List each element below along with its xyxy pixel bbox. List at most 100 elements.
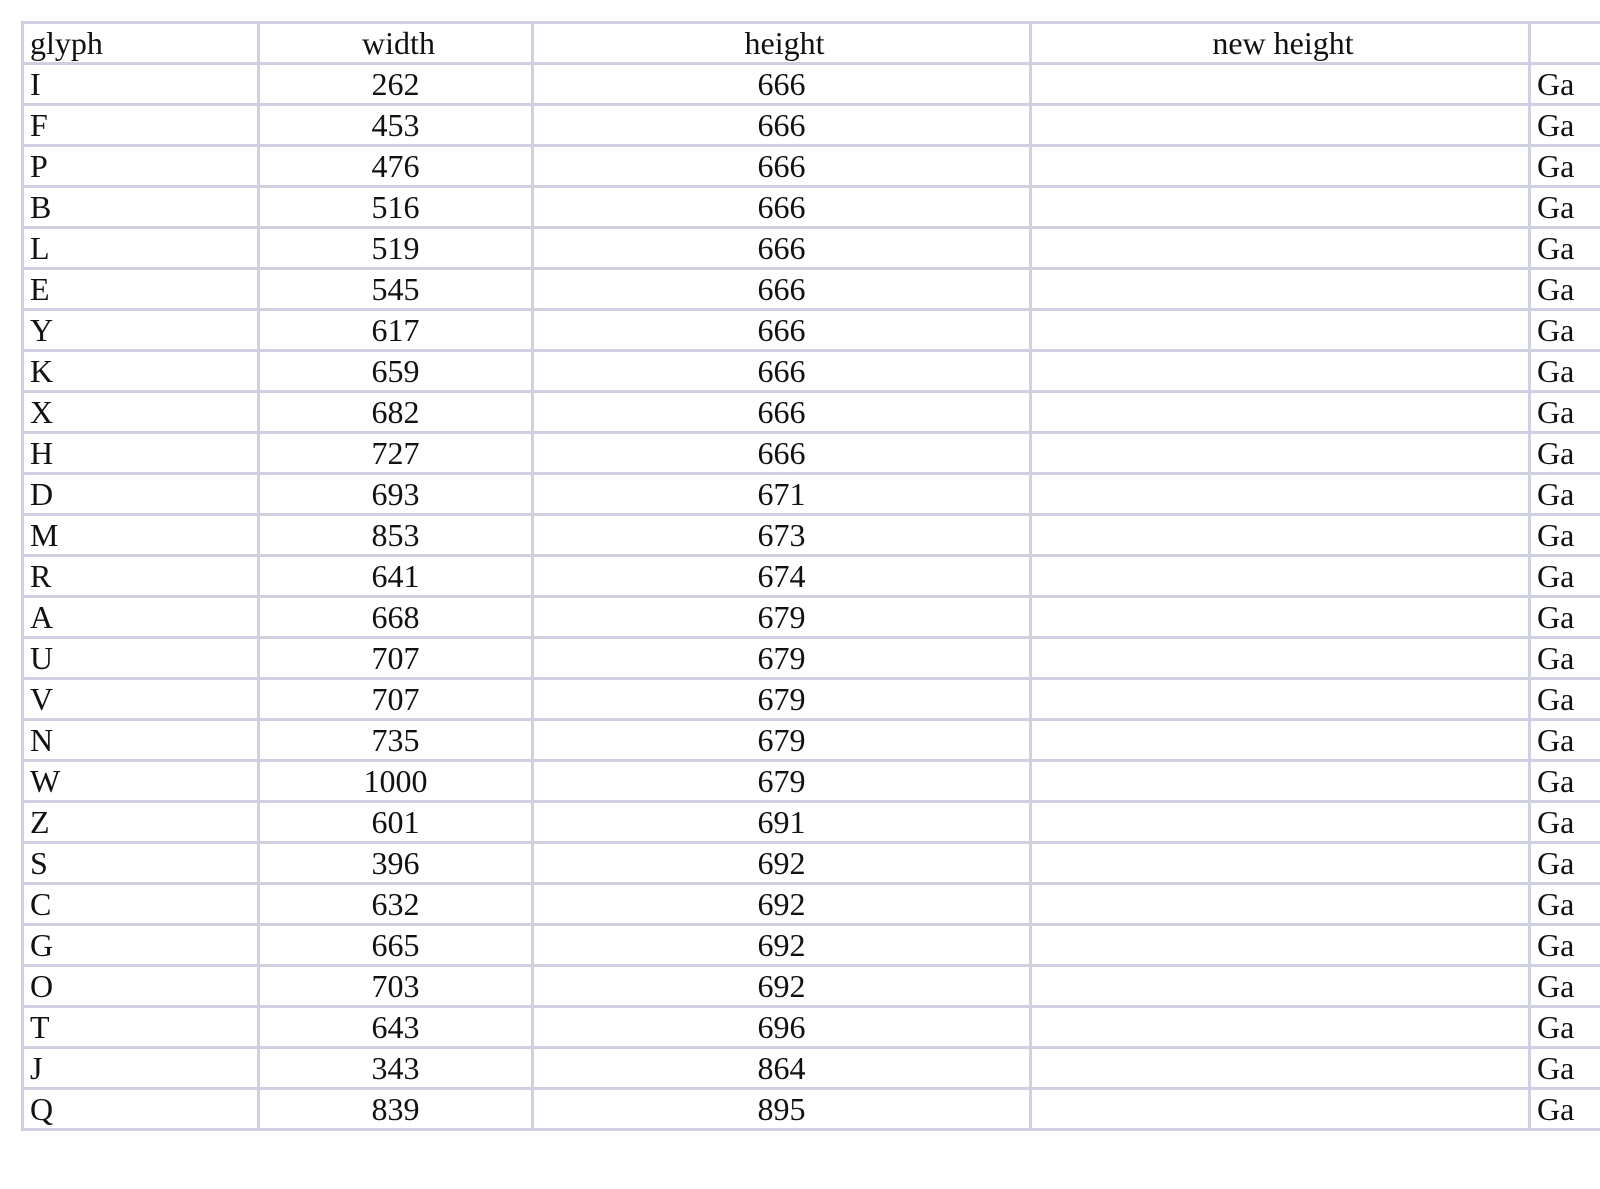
cell-width: 643 [260, 1008, 534, 1049]
cell-glyph: P [24, 147, 260, 188]
table-row: H 727 666 Ga [24, 434, 1600, 475]
cell-height: 679 [534, 639, 1032, 680]
table-header-row: glyph width height new height [24, 24, 1600, 65]
table-row: X 682 666 Ga [24, 393, 1600, 434]
cell-new-height [1032, 229, 1531, 270]
cell-glyph: N [24, 721, 260, 762]
cell-width: 476 [260, 147, 534, 188]
cell-glyph: T [24, 1008, 260, 1049]
cell-font: Ga [1531, 147, 1600, 188]
table-row: F 453 666 Ga [24, 106, 1600, 147]
glyph-metrics-table: glyph width height new height I 262 666 Ga F… [21, 21, 1600, 1131]
cell-height: 895 [534, 1090, 1032, 1131]
cell-width: 839 [260, 1090, 534, 1131]
cell-new-height [1032, 557, 1531, 598]
cell-height: 696 [534, 1008, 1032, 1049]
cell-font: Ga [1531, 475, 1600, 516]
cell-height: 679 [534, 598, 1032, 639]
table-row: M 853 673 Ga [24, 516, 1600, 557]
cell-font: Ga [1531, 803, 1600, 844]
table-row: J 343 864 Ga [24, 1049, 1600, 1090]
cell-font: Ga [1531, 762, 1600, 803]
cell-width: 396 [260, 844, 534, 885]
cell-height: 691 [534, 803, 1032, 844]
cell-width: 519 [260, 229, 534, 270]
cell-font: Ga [1531, 1090, 1600, 1131]
cell-glyph: D [24, 475, 260, 516]
cell-font: Ga [1531, 721, 1600, 762]
cell-glyph: J [24, 1049, 260, 1090]
cell-height: 673 [534, 516, 1032, 557]
cell-new-height [1032, 1049, 1531, 1090]
table-row: N 735 679 Ga [24, 721, 1600, 762]
table-row: P 476 666 Ga [24, 147, 1600, 188]
cell-glyph: G [24, 926, 260, 967]
cell-new-height [1032, 434, 1531, 475]
cell-height: 666 [534, 65, 1032, 106]
cell-new-height [1032, 65, 1531, 106]
cell-new-height [1032, 516, 1531, 557]
cell-font: Ga [1531, 1008, 1600, 1049]
cell-width: 727 [260, 434, 534, 475]
cell-new-height [1032, 803, 1531, 844]
cell-glyph: Y [24, 311, 260, 352]
cell-width: 1000 [260, 762, 534, 803]
cell-new-height [1032, 106, 1531, 147]
cell-width: 668 [260, 598, 534, 639]
cell-font: Ga [1531, 352, 1600, 393]
cell-width: 707 [260, 639, 534, 680]
column-header-new-height: new height [1032, 24, 1531, 65]
table-row: B 516 666 Ga [24, 188, 1600, 229]
cell-glyph: I [24, 65, 260, 106]
cell-new-height [1032, 967, 1531, 1008]
cell-font: Ga [1531, 188, 1600, 229]
cell-glyph: M [24, 516, 260, 557]
cell-new-height [1032, 844, 1531, 885]
cell-height: 666 [534, 270, 1032, 311]
cell-width: 453 [260, 106, 534, 147]
cell-height: 666 [534, 188, 1032, 229]
cell-new-height [1032, 188, 1531, 229]
cell-height: 666 [534, 311, 1032, 352]
cell-height: 671 [534, 475, 1032, 516]
table-row: D 693 671 Ga [24, 475, 1600, 516]
table-row: E 545 666 Ga [24, 270, 1600, 311]
table-row: C 632 692 Ga [24, 885, 1600, 926]
table-row: Z 601 691 Ga [24, 803, 1600, 844]
cell-width: 545 [260, 270, 534, 311]
cell-glyph: W [24, 762, 260, 803]
cell-glyph: Q [24, 1090, 260, 1131]
cell-width: 707 [260, 680, 534, 721]
cell-font: Ga [1531, 680, 1600, 721]
cell-new-height [1032, 147, 1531, 188]
cell-height: 674 [534, 557, 1032, 598]
cell-font: Ga [1531, 311, 1600, 352]
cell-width: 262 [260, 65, 534, 106]
table-row: Y 617 666 Ga [24, 311, 1600, 352]
cell-height: 679 [534, 762, 1032, 803]
cell-font: Ga [1531, 393, 1600, 434]
cell-font: Ga [1531, 229, 1600, 270]
column-header-width: width [260, 24, 534, 65]
cell-font: Ga [1531, 926, 1600, 967]
cell-new-height [1032, 639, 1531, 680]
cell-width: 665 [260, 926, 534, 967]
cell-glyph: E [24, 270, 260, 311]
cell-new-height [1032, 311, 1531, 352]
cell-height: 666 [534, 352, 1032, 393]
cell-glyph: Z [24, 803, 260, 844]
cell-font: Ga [1531, 967, 1600, 1008]
cell-glyph: B [24, 188, 260, 229]
cell-glyph: U [24, 639, 260, 680]
cell-font: Ga [1531, 557, 1600, 598]
cell-height: 679 [534, 721, 1032, 762]
cell-height: 692 [534, 885, 1032, 926]
cell-width: 735 [260, 721, 534, 762]
table-row: T 643 696 Ga [24, 1008, 1600, 1049]
cell-height: 679 [534, 680, 1032, 721]
cell-glyph: A [24, 598, 260, 639]
column-header-font [1531, 24, 1600, 65]
table-row: G 665 692 Ga [24, 926, 1600, 967]
table-row: W 1000 679 Ga [24, 762, 1600, 803]
cell-font: Ga [1531, 885, 1600, 926]
